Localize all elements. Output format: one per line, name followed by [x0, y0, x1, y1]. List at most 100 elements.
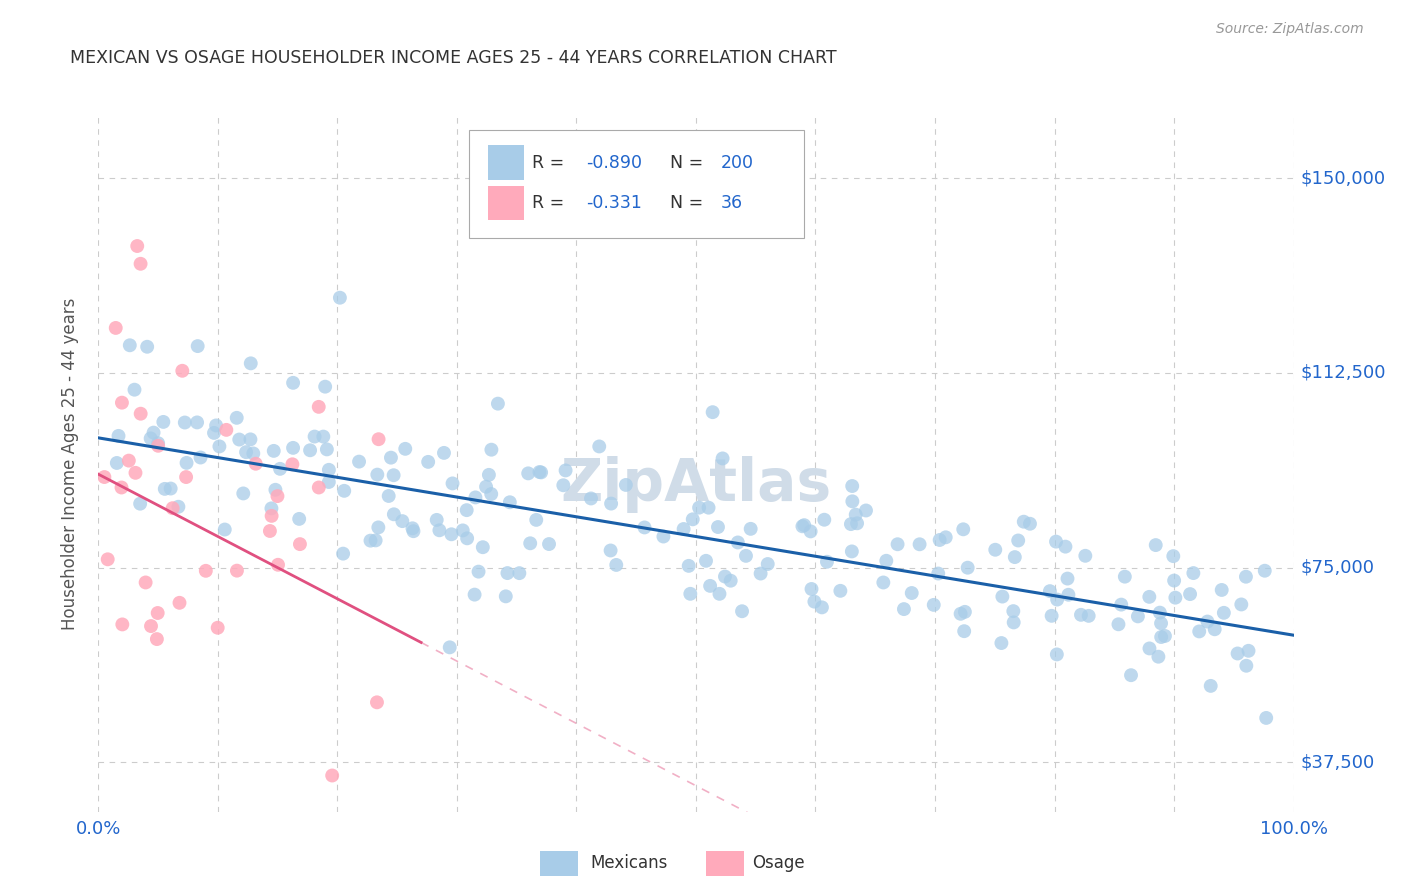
- Point: [1004, 550, 1026, 565]
- Point: [900, 586, 922, 600]
- Point: [333, 483, 356, 498]
- Point: [433, 446, 456, 460]
- Point: [517, 467, 540, 481]
- Point: [235, 445, 257, 459]
- Y-axis label: Householder Income Ages 25 - 44 years: Householder Income Ages 25 - 44 years: [60, 298, 79, 630]
- Point: [524, 513, 547, 527]
- Point: [464, 491, 486, 505]
- Point: [792, 519, 814, 533]
- Point: [186, 416, 208, 430]
- Point: [529, 465, 551, 479]
- Point: [530, 466, 553, 480]
- Point: [1109, 598, 1132, 612]
- Point: [97, 552, 120, 566]
- Point: [139, 431, 162, 445]
- Point: [228, 433, 250, 447]
- Point: [1144, 538, 1167, 552]
- Text: ZipAtlas: ZipAtlas: [561, 456, 831, 513]
- Point: [727, 535, 749, 549]
- Point: [146, 436, 169, 450]
- Point: [1039, 584, 1062, 599]
- Point: [1204, 622, 1226, 636]
- FancyBboxPatch shape: [488, 186, 524, 220]
- Point: [702, 405, 724, 419]
- Point: [841, 479, 863, 493]
- Point: [714, 569, 737, 583]
- Text: $112,500: $112,500: [1301, 364, 1386, 382]
- Point: [740, 522, 762, 536]
- Point: [1077, 608, 1099, 623]
- Point: [599, 543, 621, 558]
- Point: [288, 537, 311, 551]
- Point: [688, 500, 710, 515]
- Point: [394, 442, 416, 456]
- Point: [855, 503, 877, 517]
- Point: [366, 695, 388, 709]
- Point: [952, 522, 974, 536]
- Point: [679, 587, 702, 601]
- Point: [360, 533, 382, 548]
- Point: [382, 508, 405, 522]
- Point: [129, 497, 152, 511]
- Point: [1188, 624, 1211, 639]
- Point: [1056, 572, 1078, 586]
- Point: [486, 397, 509, 411]
- Point: [481, 442, 503, 457]
- Point: [136, 340, 159, 354]
- Point: [841, 494, 863, 508]
- Text: N =: N =: [669, 153, 709, 171]
- Point: [281, 376, 304, 390]
- Point: [169, 596, 191, 610]
- Point: [190, 450, 212, 465]
- Point: [347, 455, 370, 469]
- Point: [263, 443, 285, 458]
- Point: [872, 575, 894, 590]
- Point: [127, 239, 149, 253]
- Point: [111, 395, 134, 409]
- Point: [1163, 549, 1185, 563]
- Point: [699, 579, 721, 593]
- Point: [875, 554, 897, 568]
- Point: [984, 542, 1007, 557]
- Point: [135, 575, 157, 590]
- Point: [110, 481, 132, 495]
- Text: $150,000: $150,000: [1301, 169, 1386, 187]
- Point: [1199, 679, 1222, 693]
- Point: [1126, 609, 1149, 624]
- Text: 200: 200: [721, 153, 754, 171]
- Point: [1178, 587, 1201, 601]
- Point: [318, 475, 340, 489]
- Point: [418, 455, 440, 469]
- Point: [813, 513, 835, 527]
- Point: [1057, 588, 1080, 602]
- Point: [402, 524, 425, 539]
- Point: [367, 520, 389, 534]
- Point: [949, 607, 972, 621]
- Point: [756, 557, 779, 571]
- Point: [426, 513, 449, 527]
- Point: [1046, 648, 1069, 662]
- Point: [793, 518, 815, 533]
- Point: [652, 529, 675, 543]
- Point: [153, 482, 176, 496]
- Point: [242, 446, 264, 460]
- Point: [1137, 590, 1160, 604]
- Point: [1012, 515, 1035, 529]
- Point: [440, 527, 463, 541]
- Point: [922, 598, 945, 612]
- Point: [1230, 598, 1253, 612]
- Point: [269, 462, 291, 476]
- Point: [159, 482, 181, 496]
- Point: [990, 636, 1012, 650]
- Point: [441, 476, 464, 491]
- Point: [1254, 564, 1277, 578]
- Point: [1007, 533, 1029, 548]
- Point: [288, 512, 311, 526]
- Point: [953, 605, 976, 619]
- Point: [711, 451, 734, 466]
- Point: [496, 566, 519, 580]
- Point: [146, 606, 169, 620]
- Point: [245, 457, 267, 471]
- Point: [332, 547, 354, 561]
- Text: Mexicans: Mexicans: [591, 855, 668, 872]
